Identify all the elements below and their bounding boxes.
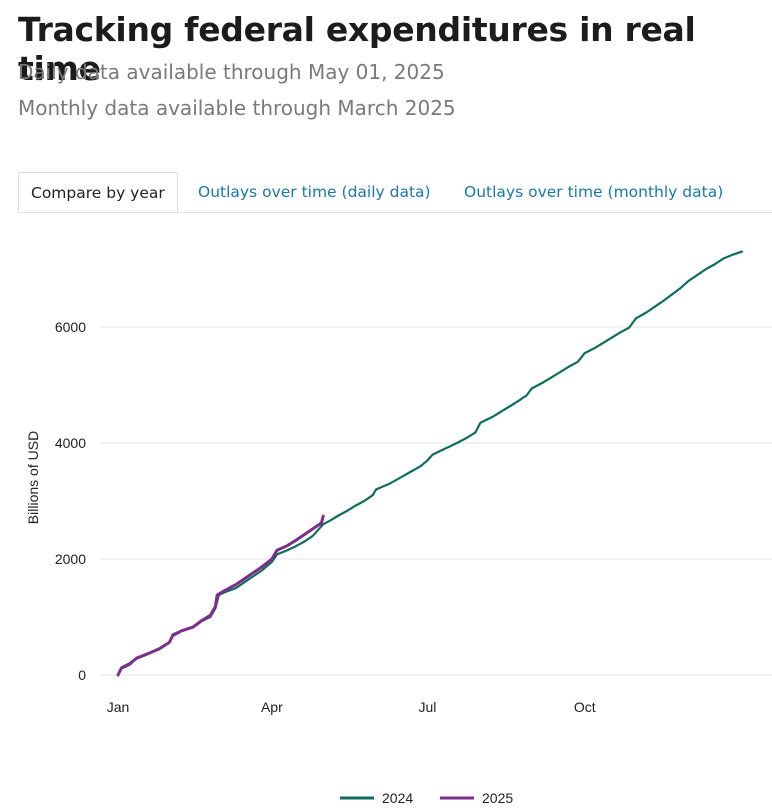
- tab-compare-by-year[interactable]: Compare by year: [18, 172, 178, 212]
- y-axis-ticks: 0 2000 4000 6000: [55, 319, 86, 683]
- series-line-2025[interactable]: [116, 514, 325, 677]
- tab-outlays-monthly[interactable]: Outlays over time (monthly data): [464, 183, 724, 201]
- daily-data-note: Daily data available through May 01, 202…: [18, 60, 445, 84]
- line-chart: 0 2000 4000 6000 Jan Apr Jul Oct Billions of U…: [25, 250, 772, 806]
- x-tick-label: Apr: [261, 699, 283, 715]
- legend[interactable]: 2024 2025: [340, 790, 513, 806]
- y-tick-label: 2000: [55, 551, 86, 567]
- page-title: Tracking federal expenditures in real ti…: [18, 10, 696, 88]
- grid-lines: [100, 326, 772, 676]
- tab-outlays-daily[interactable]: Outlays over time (daily data): [198, 183, 431, 201]
- x-tick-label: Oct: [574, 699, 596, 715]
- tab-bar: Compare by year Outlays over time (daily…: [18, 172, 772, 213]
- legend-label-2025[interactable]: 2025: [482, 790, 513, 806]
- y-tick-label: 4000: [55, 435, 86, 451]
- legend-label-2024[interactable]: 2024: [382, 790, 413, 806]
- y-tick-label: 0: [78, 667, 86, 683]
- series-lines: [116, 250, 744, 677]
- x-tick-label: Jan: [107, 699, 130, 715]
- x-axis-ticks: Jan Apr Jul Oct: [107, 699, 596, 715]
- y-axis-label: Billions of USD: [25, 431, 41, 524]
- x-tick-label: Jul: [418, 699, 436, 715]
- y-tick-label: 6000: [55, 319, 86, 335]
- monthly-data-note: Monthly data available through March 202…: [18, 96, 456, 120]
